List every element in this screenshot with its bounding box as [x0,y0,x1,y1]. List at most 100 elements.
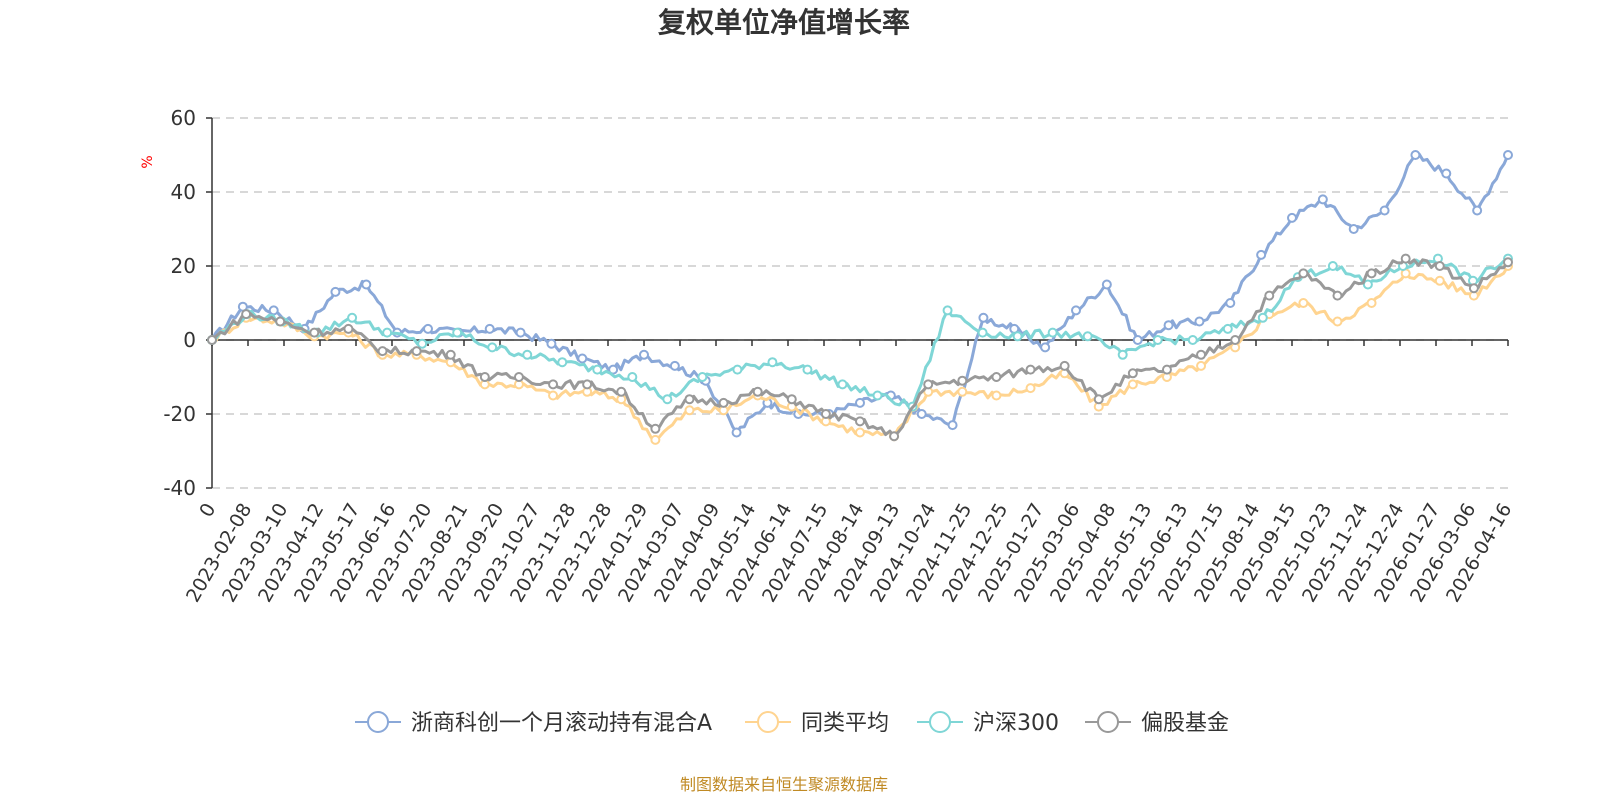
series-point-3 [820,409,831,419]
series-point-2 [1012,331,1023,342]
series-point-3 [1025,364,1036,375]
series-point-2 [452,327,463,338]
series-point-0 [1472,205,1483,216]
series-point-3 [684,394,695,405]
series-point-0 [1503,150,1513,160]
series-point-0 [1071,305,1081,316]
series-point-3 [479,372,490,382]
series-point-0 [1441,168,1452,179]
series-point-1 [650,434,661,445]
series-point-3 [207,335,217,345]
series-point-2 [382,327,393,338]
series-point-3 [923,379,934,390]
series-point-2 [872,390,883,401]
series-point-2 [697,372,708,382]
series-point-0 [1287,212,1297,223]
legend-item-0[interactable]: 浙商科创一个月滚动持有混合A [355,711,712,736]
series-point-2 [942,305,953,316]
series-point-0 [268,305,279,316]
series-point-0 [546,338,557,349]
series-point-3 [855,416,865,427]
series-point-0 [515,327,526,338]
series-point-2 [627,372,638,382]
legend[interactable]: 浙商科创一个月滚动持有混合A 同类平均 沪深300 偏股基金 [355,711,1229,736]
series-point-1 [548,390,559,401]
series-point-3 [1468,283,1479,294]
series-point-0 [608,364,619,375]
chart-title: 复权单位净值增长率 [658,6,910,39]
y-axis-unit: % [140,155,156,168]
series-point-0 [1194,316,1205,327]
series-point-0 [1101,279,1112,290]
series-point-1 [957,386,968,397]
series-point-0 [330,286,341,297]
series-point-3 [1161,364,1172,375]
series-point-0 [1132,335,1143,345]
series-point-1 [1332,316,1343,327]
series-point-3 [718,397,729,408]
series-point-0 [731,427,742,438]
series-point-0 [855,397,865,408]
series-point-0 [1317,194,1328,205]
y-tick-label: -20 [163,402,196,426]
y-tick-label: 0 [183,328,196,352]
series-point-0 [1225,298,1236,308]
legend-item-1[interactable]: 同类平均 [745,711,889,736]
series-point-0 [1040,342,1051,353]
series-point-3 [241,309,252,320]
series-point-1 [1025,383,1036,394]
series-point-3 [957,375,968,386]
y-tick-label: 40 [171,180,196,204]
series-point-3 [1230,335,1241,345]
series-point-3 [1366,268,1377,279]
legend-label: 偏股基金 [1141,711,1229,736]
legend-label: 沪深300 [973,711,1059,736]
series-point-3 [275,316,286,327]
series-point-3 [548,379,559,390]
series-point-1 [991,390,1002,401]
series-point-2 [1117,349,1128,360]
y-tick-label: -40 [163,476,196,500]
series-point-0 [1256,249,1267,260]
series-point-2 [417,338,428,349]
series-point-2 [1047,327,1058,338]
series-point-2 [977,327,988,338]
series-point-0 [639,349,649,360]
series-point-2 [487,342,498,353]
series-point-3 [1127,368,1138,379]
series-point-3 [1434,261,1445,271]
series-point-3 [616,386,627,397]
series-point-2 [1257,312,1268,323]
series-point-3 [1196,349,1207,360]
series-point-0 [1348,224,1359,234]
series-point-1 [1298,298,1309,308]
legend-item-2[interactable]: 沪深300 [917,711,1059,736]
series-point-1 [1366,298,1377,308]
series-point-0 [1379,205,1390,216]
data-source-note: 制图数据来自恒生聚源数据库 [680,775,888,794]
series-point-2 [1327,261,1338,271]
series-point-0 [669,360,680,371]
series-point-0 [947,420,958,431]
series-point-3 [786,394,797,405]
legend-marker-icon [757,711,779,733]
series-point-2 [1082,331,1093,342]
legend-marker-icon [1097,711,1119,733]
series-point-3 [343,323,354,334]
series-point-1 [855,427,865,438]
x-tick-labels: 02023-02-082023-03-102023-04-122023-05-1… [182,500,1516,607]
series-point-1 [1196,360,1207,371]
series-lines [207,150,1513,445]
legend-item-3[interactable]: 偏股基金 [1085,711,1229,736]
series-point-3 [513,372,524,382]
series-point-2 [1152,335,1163,345]
series-point-0 [916,409,927,419]
series-point-3 [309,327,320,338]
series-point-2 [592,364,603,375]
series-point-2 [802,364,813,375]
series-point-2 [1222,323,1233,334]
y-tick-labels: 60 40 20 0 -20 -40 [163,106,196,500]
series-point-3 [650,423,661,434]
